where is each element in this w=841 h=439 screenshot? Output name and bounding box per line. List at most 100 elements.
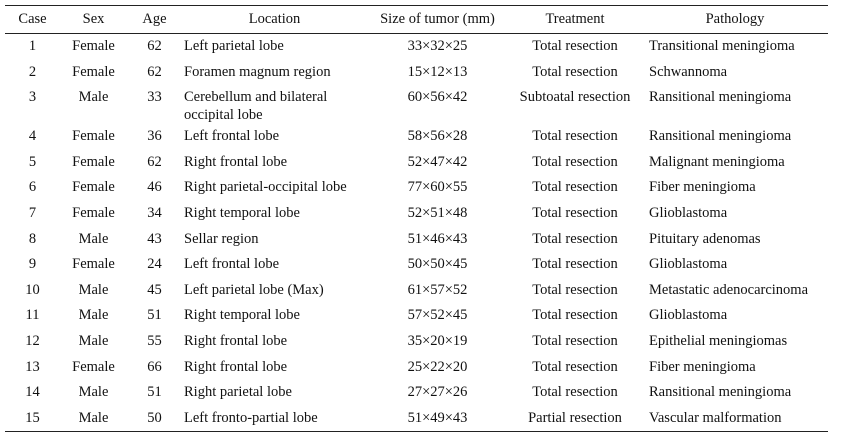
table-cell: 7 <box>28 204 37 221</box>
table-cell: 25×22×20 <box>407 358 468 375</box>
table-cell: Subtoatal resection <box>519 89 631 106</box>
header-cell: Size of tumor (mm) <box>367 5 508 34</box>
table-cell: 8 <box>28 230 37 247</box>
table-cell: 14 <box>25 384 40 401</box>
table-cell: Ransitional meningioma <box>649 384 792 401</box>
table-cell: 46 <box>147 179 162 196</box>
table-cell: Left frontal lobe <box>184 128 280 145</box>
table-cell: 33×32×25 <box>407 38 468 54</box>
table-row: 13 Female 66 Right frontal lobe 25×22×20 Tota… <box>5 355 828 381</box>
table-cell: Cerebellum and bilateral occipital lobe <box>184 89 328 124</box>
table-cell: Total resection <box>532 281 618 298</box>
table-cell: Sellar region <box>184 230 259 247</box>
table-row: 5 Female 62 Right frontal lobe 52×47×42 Total… <box>5 150 828 176</box>
table-row: 4 Female 36 Left frontal lobe 58×56×28 Total … <box>5 124 828 150</box>
header-cell: Age <box>127 5 182 34</box>
table-cell: Total resection <box>532 256 618 273</box>
table-row: 14 Male 51 Right parietal lobe 27×27×26 Total… <box>5 380 828 406</box>
table-cell: Fiber meningioma <box>649 179 756 196</box>
table-cell: Malignant meningioma <box>649 153 785 170</box>
table-cell: Ransitional meningioma <box>649 128 792 145</box>
table-cell: Left parietal lobe <box>184 38 284 54</box>
table-cell: 52×51×48 <box>407 204 468 221</box>
table-cell: 50×50×45 <box>407 256 468 273</box>
table-row: 11 Male 51 Right temporal lobe 57×52×45 Total… <box>5 303 828 329</box>
table-cell: 61×57×52 <box>407 281 468 298</box>
table-cell: 11 <box>25 307 40 324</box>
table-cell: Ransitional meningioma <box>649 89 792 106</box>
table-cell: Right temporal lobe <box>184 307 300 324</box>
table-cell: Total resection <box>532 332 618 349</box>
table-cell: Epithelial meningiomas <box>649 332 788 349</box>
table-cell: Female <box>72 358 115 375</box>
table-row: 8 Male 43 Sellar region 51×46×43 Total resect… <box>5 227 828 253</box>
table-cell: 66 <box>147 358 162 375</box>
table-cell: Female <box>72 153 115 170</box>
table-cell: Male <box>78 230 109 247</box>
table-cell: Foramen magnum region <box>184 63 331 80</box>
header-row: Case Sex Age Location Size of tumor (mm) Trea… <box>5 5 828 34</box>
header-cell: Case <box>5 5 60 34</box>
table-cell: 1 <box>28 38 37 54</box>
table-cell: Metastatic adenocarcinoma <box>649 281 809 298</box>
table-row: 9 Female 24 Left frontal lobe 50×50×45 Total … <box>5 252 828 278</box>
table-cell: Vascular malformation <box>642 405 828 433</box>
table-cell: Male <box>78 332 109 349</box>
table-cell: 15×12×13 <box>407 63 468 80</box>
table-cell: 34 <box>147 204 162 221</box>
table-cell: Female <box>72 179 115 196</box>
table-cell: 4 <box>28 128 37 145</box>
table-row: 10 Male 45 Left parietal lobe (Max) 61×57×52… <box>5 278 828 304</box>
table-cell: Right parietal-occipital lobe <box>184 179 347 196</box>
table-cell: Right temporal lobe <box>184 204 300 221</box>
table-cell: Left parietal lobe (Max) <box>184 281 324 298</box>
table-cell: 62 <box>147 63 162 80</box>
table-cell: Total resection <box>532 204 618 221</box>
table-cell: Glioblastoma <box>649 256 728 273</box>
table-cell: 27×27×26 <box>407 384 468 401</box>
table-cell: 45 <box>147 281 162 298</box>
table-cell: 50 <box>127 405 182 433</box>
table-cell: 9 <box>28 256 37 273</box>
table-cell: 43 <box>147 230 162 247</box>
table-cell: Female <box>72 128 115 145</box>
table-cell: 52×47×42 <box>407 153 468 170</box>
table-row: 6 Female 46 Right parietal-occipital lobe 77… <box>5 175 828 201</box>
table-cell: Male <box>78 281 109 298</box>
table-cell: Partial resection <box>508 405 642 433</box>
table-row: 2 Female 62 Foramen magnum region 15×12×13 To… <box>5 60 828 86</box>
table-cell: 5 <box>28 153 37 170</box>
table-cell: 36 <box>147 128 162 145</box>
table-cell: Total resection <box>532 153 618 170</box>
table-cell: Total resection <box>532 307 618 324</box>
table-cell: Female <box>72 38 115 54</box>
table-cell: 3 <box>28 89 37 106</box>
table-cell: Female <box>72 204 115 221</box>
table-cell: Total resection <box>532 38 618 54</box>
table-cell: 24 <box>147 256 162 273</box>
table-cell: Fiber meningioma <box>649 358 756 375</box>
data-table: Case Sex Age Location Size of tumor (mm) Trea… <box>5 5 828 433</box>
table-cell: Male <box>78 384 109 401</box>
table-cell: Right frontal lobe <box>184 332 288 349</box>
table-cell: 51×49×43 <box>367 405 508 433</box>
table-cell: Right parietal lobe <box>184 384 292 401</box>
table-cell: Male <box>78 307 109 324</box>
table-row: 7 Female 34 Right temporal lobe 52×51×48 Tota… <box>5 201 828 227</box>
table-cell: 60×56×42 <box>407 89 468 106</box>
table-cell: 57×52×45 <box>407 307 468 324</box>
table-cell: 15 <box>5 405 60 433</box>
table-cell: 2 <box>28 63 37 80</box>
table-cell: Glioblastoma <box>649 204 728 221</box>
table-cell: 51 <box>147 384 162 401</box>
table-cell: Total resection <box>532 384 618 401</box>
table-row: 1 Female 62 Left parietal lobe 33×32×25 Total… <box>5 34 828 60</box>
table-cell: Female <box>72 256 115 273</box>
table-cell: 6 <box>28 179 37 196</box>
table-cell: Glioblastoma <box>649 307 728 324</box>
table-cell: Left fronto-partial lobe <box>182 405 367 433</box>
table-cell: Right frontal lobe <box>184 358 288 375</box>
table-cell: 33 <box>147 89 162 106</box>
table-cell: Total resection <box>532 179 618 196</box>
